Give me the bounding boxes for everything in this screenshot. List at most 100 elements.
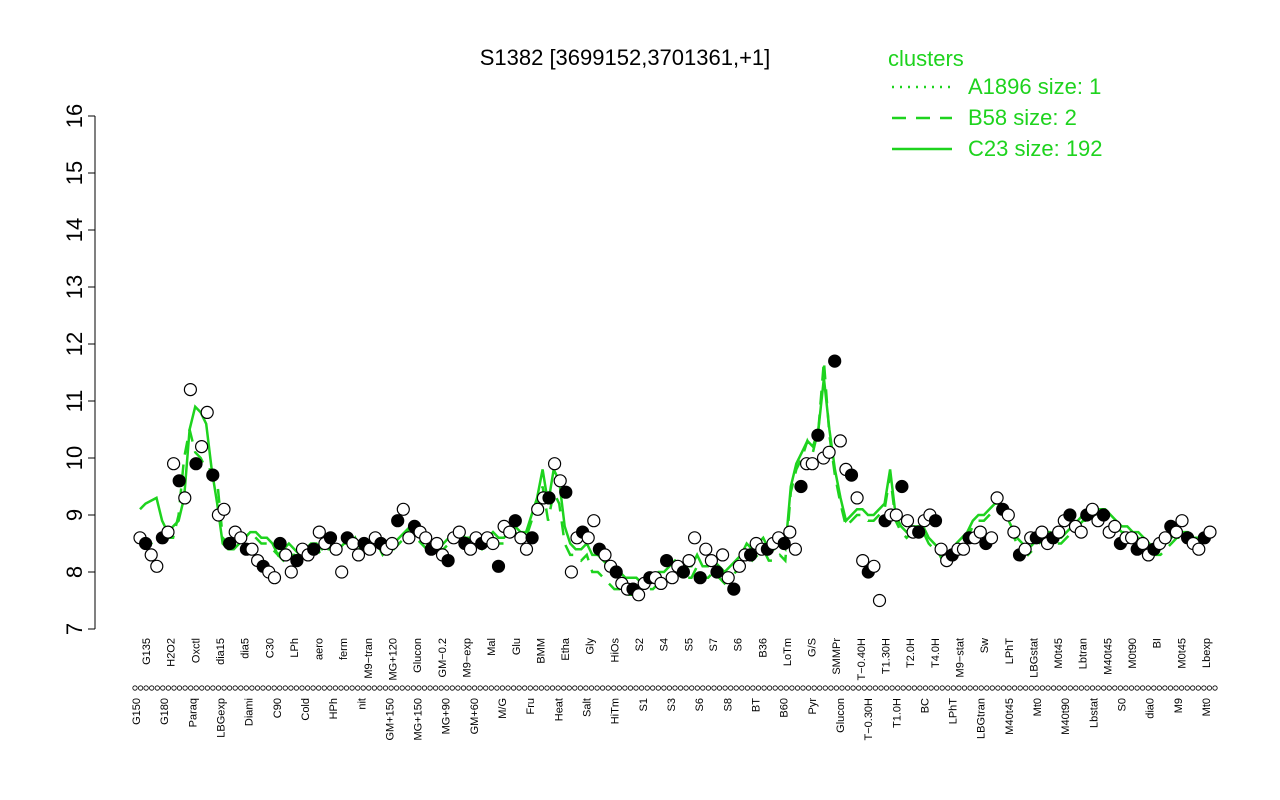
x-tick-dot: [249, 685, 255, 691]
x-tick-label: BC: [919, 698, 931, 713]
x-tick-label: T1.30H: [881, 638, 893, 674]
x-tick-dot: [399, 685, 405, 691]
data-point: [1175, 514, 1189, 528]
data-point: [850, 491, 864, 505]
x-tick-label: T1.0H: [891, 698, 903, 728]
x-tick-dot: [332, 685, 338, 691]
x-tick-label: dia0: [1145, 698, 1157, 719]
x-tick-label: Mal: [486, 638, 498, 656]
x-tick-dot: [794, 685, 801, 691]
data-point: [284, 565, 298, 579]
x-tick-dot: [711, 685, 717, 691]
x-tick-label: S0: [1117, 698, 1129, 711]
x-tick-label: HPh: [328, 698, 340, 719]
x-tick-dot: [972, 685, 979, 691]
data-point: [811, 428, 825, 442]
data-point: [206, 468, 220, 482]
x-tick-dot: [1006, 685, 1012, 691]
x-tick-label: BMM: [535, 638, 547, 664]
x-tick-dot: [338, 685, 344, 691]
x-tick-label: S7: [708, 638, 720, 651]
x-tick-dot: [939, 685, 945, 691]
y-tick-label: 15: [62, 161, 87, 185]
x-tick-dot: [633, 685, 639, 691]
x-tick-dot: [1078, 685, 1085, 691]
x-tick-dot: [1140, 685, 1146, 691]
x-tick-dot: [1011, 685, 1018, 691]
x-tick-dot: [984, 685, 990, 691]
x-tick-dot: [238, 685, 244, 691]
x-tick-dot: [277, 685, 283, 691]
data-point: [486, 536, 500, 551]
x-tick-dot: [221, 685, 227, 691]
x-tick-dot: [143, 685, 149, 691]
data-point: [1108, 519, 1122, 534]
x-tick-label: LPhT: [948, 698, 960, 725]
data-point: [542, 491, 556, 505]
data-point: [267, 571, 282, 585]
x-tick-dot: [895, 685, 901, 691]
x-tick-dot: [1112, 685, 1118, 691]
x-tick-dot: [577, 685, 584, 691]
x-tick-dot: [1028, 685, 1034, 691]
data-point: [172, 474, 186, 488]
x-tick-dot: [872, 685, 879, 691]
data-point: [659, 553, 674, 568]
data-point: [1001, 508, 1015, 522]
data-point: [956, 542, 971, 556]
x-tick-dot: [227, 685, 233, 691]
x-tick-label: nit: [356, 698, 368, 710]
data-point: [794, 479, 808, 494]
x-tick-dot: [883, 685, 890, 691]
data-point: [290, 553, 304, 568]
x-tick-dot: [889, 685, 895, 691]
x-tick-dot: [188, 685, 194, 691]
x-tick-dot: [388, 685, 394, 691]
data-point: [519, 542, 534, 556]
data-point: [167, 457, 181, 471]
x-tick-dot: [805, 685, 812, 691]
data-point: [1096, 508, 1111, 522]
data-point: [598, 548, 612, 562]
x-tick-dot: [410, 685, 416, 691]
x-tick-dot: [1039, 685, 1046, 691]
x-tick-dot: [1084, 685, 1090, 691]
data-point: [1203, 525, 1217, 539]
data-point: [1052, 525, 1066, 539]
y-tick-label: 10: [62, 446, 87, 470]
y-tick-label: 9: [62, 509, 87, 521]
data-point: [984, 531, 999, 545]
data-point: [323, 531, 338, 545]
data-point: [895, 479, 909, 494]
x-tick-label: Glu: [511, 638, 523, 655]
x-tick-dot: [516, 685, 522, 691]
x-tick-dot: [967, 685, 973, 691]
x-tick-label: Lbtran: [1078, 638, 1090, 669]
x-tick-label: M/G: [497, 698, 509, 719]
x-tick-dot: [561, 685, 567, 691]
data-point: [1158, 531, 1172, 545]
x-tick-dot: [282, 685, 288, 691]
x-tick-label: M40t90: [1060, 698, 1072, 735]
x-tick-dot: [427, 685, 433, 691]
x-tick-dot: [755, 685, 762, 691]
x-tick-dot: [978, 685, 984, 691]
x-tick-dot: [566, 685, 572, 691]
data-point: [743, 548, 758, 562]
x-tick-dot: [1117, 685, 1124, 691]
x-tick-dot: [165, 685, 171, 691]
x-tick-dot: [1128, 685, 1135, 691]
x-tick-dot: [744, 685, 751, 691]
data-point: [307, 542, 321, 556]
x-tick-label: G180: [159, 698, 171, 725]
x-tick-label: M9: [1173, 698, 1185, 713]
x-tick-dot: [627, 685, 634, 691]
y-tick-label: 11: [62, 390, 87, 413]
x-tick-dot: [1173, 685, 1179, 691]
x-tick-dot: [544, 685, 550, 691]
x-tick-dot: [377, 685, 383, 691]
data-point: [1074, 525, 1088, 539]
data-point: [559, 485, 573, 499]
x-tick-dot: [371, 685, 377, 691]
x-tick-dot: [778, 685, 784, 691]
